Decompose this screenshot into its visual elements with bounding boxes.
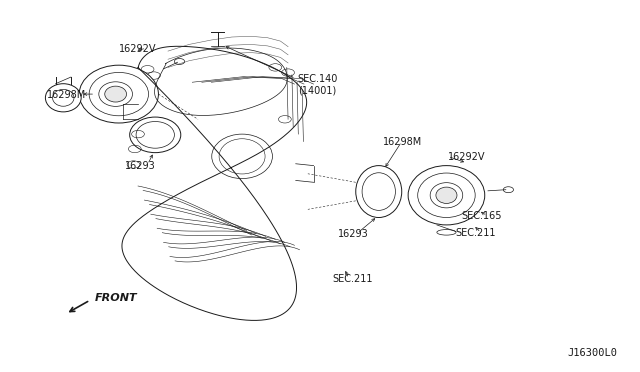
Text: SEC.140: SEC.140: [298, 74, 338, 84]
Text: 16298M: 16298M: [383, 137, 422, 147]
Ellipse shape: [408, 166, 484, 225]
Text: 16298M: 16298M: [47, 90, 86, 100]
Text: SEC.211: SEC.211: [456, 228, 496, 238]
Ellipse shape: [105, 86, 127, 102]
Ellipse shape: [436, 187, 457, 203]
Text: FRONT: FRONT: [95, 293, 138, 303]
Text: SEC.165: SEC.165: [462, 211, 502, 221]
Text: J16300L0: J16300L0: [567, 348, 617, 358]
Text: (14001): (14001): [298, 86, 336, 95]
Text: 16292V: 16292V: [448, 152, 485, 162]
Ellipse shape: [79, 65, 159, 123]
Text: 16293: 16293: [338, 229, 369, 239]
Text: 16292V: 16292V: [119, 44, 156, 54]
Text: 16293: 16293: [125, 161, 156, 171]
Text: SEC.211: SEC.211: [333, 275, 373, 284]
Ellipse shape: [45, 84, 81, 112]
